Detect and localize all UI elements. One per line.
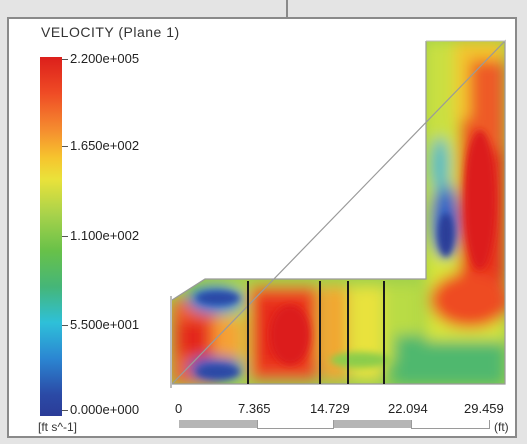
legend-unit: [ft s^-1] [38,420,77,434]
scale-segment [257,420,334,429]
scale-segment [334,420,411,428]
legend-tick [62,325,68,326]
legend-title: VELOCITY (Plane 1) [41,24,180,40]
duct-outline [170,39,506,385]
legend-tick-label-max: 2.200e+005 [70,51,140,66]
scale-label: 0 [175,401,183,416]
color-legend-bar [40,57,62,416]
legend-tick-label: 1.650e+002 [70,138,140,153]
legend-tick [62,236,68,237]
frame-connector [286,0,288,17]
legend-tick-label: 1.100e+002 [70,228,140,243]
scale-segment [411,420,490,429]
scale-unit: (ft) [494,420,509,434]
legend-tick [62,146,68,147]
legend-tick [62,59,68,60]
legend-tick-label-min: 0.000e+000 [70,402,140,417]
nozzle-flange [170,296,172,388]
legend-tick-label: 5.500e+001 [70,317,140,332]
scale-label: 29.459 [464,401,504,416]
scale-label: 14.729 [310,401,350,416]
velocity-field [172,41,505,384]
scale-label: 7.365 [238,401,271,416]
scale-segment [179,420,257,428]
scale-label: 22.094 [388,401,428,416]
legend-tick [62,410,68,411]
